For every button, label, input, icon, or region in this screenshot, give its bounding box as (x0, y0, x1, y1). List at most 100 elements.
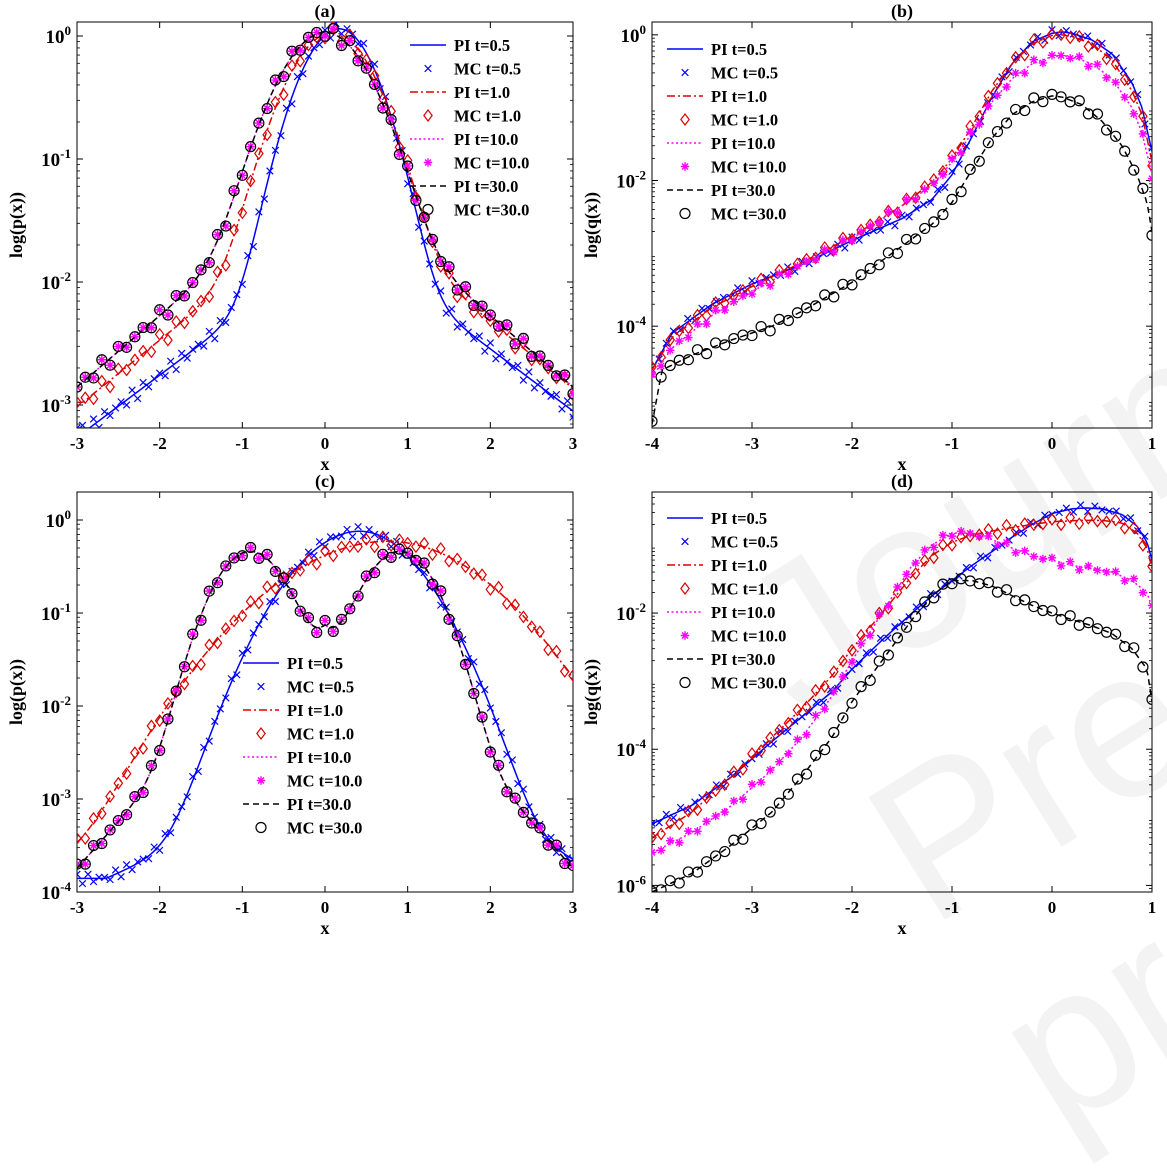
legend-label: MC t=30.0 (711, 205, 786, 224)
data-point (509, 792, 521, 804)
data-point (130, 332, 140, 341)
data-point (162, 713, 174, 725)
data-point (973, 578, 985, 590)
data-point (812, 698, 821, 706)
data-point (701, 791, 712, 805)
data-point (361, 532, 372, 546)
x-axis-label: x (321, 454, 330, 474)
chart-panel: -4 -3 -2 -1 0 1 10-4 10-2 100 (b) x log(q(x)) PI t=0… (581, 1, 1156, 474)
data-point (702, 817, 711, 826)
data-point (1062, 504, 1071, 512)
legend-label: MC t=0.5 (711, 533, 778, 552)
data-point (1082, 617, 1094, 629)
legend-label: MC t=0.5 (454, 60, 521, 79)
data-point (883, 218, 892, 226)
data-point (245, 141, 257, 153)
data-point (764, 325, 776, 337)
data-point (129, 331, 141, 343)
data-point (692, 803, 703, 817)
data-point (527, 352, 536, 361)
data-point (294, 44, 306, 56)
data-point (436, 586, 445, 596)
data-point (162, 309, 174, 321)
data-point (737, 329, 749, 341)
x-tick-label: -2 (845, 434, 859, 453)
data-point (846, 279, 858, 291)
data-point (362, 571, 371, 581)
data-point (88, 392, 99, 406)
legend-swatch (681, 537, 689, 546)
data-point (1038, 517, 1048, 531)
data-point (78, 879, 87, 888)
data-point (882, 649, 894, 661)
data-point (352, 55, 364, 67)
data-point (177, 802, 186, 811)
data-point (1092, 38, 1103, 52)
data-point (238, 171, 247, 180)
data-point (783, 727, 792, 736)
data-point (847, 657, 857, 667)
data-point (212, 636, 223, 650)
data-point (329, 627, 338, 636)
data-point (304, 33, 313, 42)
data-point (862, 649, 871, 657)
data-point (738, 291, 748, 301)
data-point (260, 195, 269, 203)
data-point (569, 413, 573, 421)
data-point (220, 220, 232, 232)
chart-panel: -3 -2 -1 0 1 2 3 10-3 10-2 10-1 100 (a) x log(p(x)) PI… (6, 1, 577, 474)
legend-swatch (680, 631, 690, 640)
data-point (674, 817, 685, 831)
data-point (246, 543, 255, 552)
data-point (755, 817, 767, 830)
data-point (991, 125, 1004, 138)
y-axis-label: log(q(x)) (581, 659, 602, 725)
data-point (87, 372, 100, 384)
data-point (793, 262, 802, 271)
data-point (733, 770, 742, 778)
data-point (800, 768, 813, 780)
data-point (911, 195, 920, 204)
x-tick-label: 3 (569, 898, 578, 917)
data-point (559, 857, 571, 870)
data-point (993, 541, 1002, 550)
data-point (428, 579, 437, 589)
data-point (1010, 595, 1022, 607)
data-point (1111, 567, 1120, 576)
data-point (77, 870, 81, 878)
data-point (1033, 32, 1042, 41)
data-point (1091, 108, 1104, 120)
data-point (144, 383, 153, 391)
data-point (893, 582, 902, 592)
data-point (403, 161, 412, 171)
data-point (784, 270, 793, 279)
data-point (875, 609, 884, 619)
data-point (1019, 48, 1030, 62)
data-point (675, 838, 684, 847)
data-point (928, 551, 939, 565)
data-point (270, 581, 281, 595)
data-point (81, 859, 90, 869)
data-point (80, 391, 91, 405)
data-point (249, 242, 258, 251)
data-point (89, 373, 98, 383)
data-point (154, 304, 166, 316)
data-point (535, 625, 545, 639)
legend-label: MC t=30.0 (287, 819, 362, 838)
data-point (335, 613, 348, 625)
data-point (431, 280, 439, 288)
series-line (652, 95, 1152, 425)
data-point (1020, 68, 1029, 78)
data-point (662, 339, 671, 348)
data-point (486, 747, 495, 757)
data-point (359, 39, 368, 48)
data-point (437, 601, 445, 609)
data-point (344, 540, 355, 554)
legend-label: PI t=1.0 (711, 556, 767, 575)
data-point (146, 345, 157, 359)
data-point (1100, 124, 1113, 136)
data-point (691, 866, 704, 878)
chart-title: (a) (315, 1, 336, 22)
x-tick-label: -2 (153, 898, 167, 917)
data-point (1055, 91, 1067, 103)
